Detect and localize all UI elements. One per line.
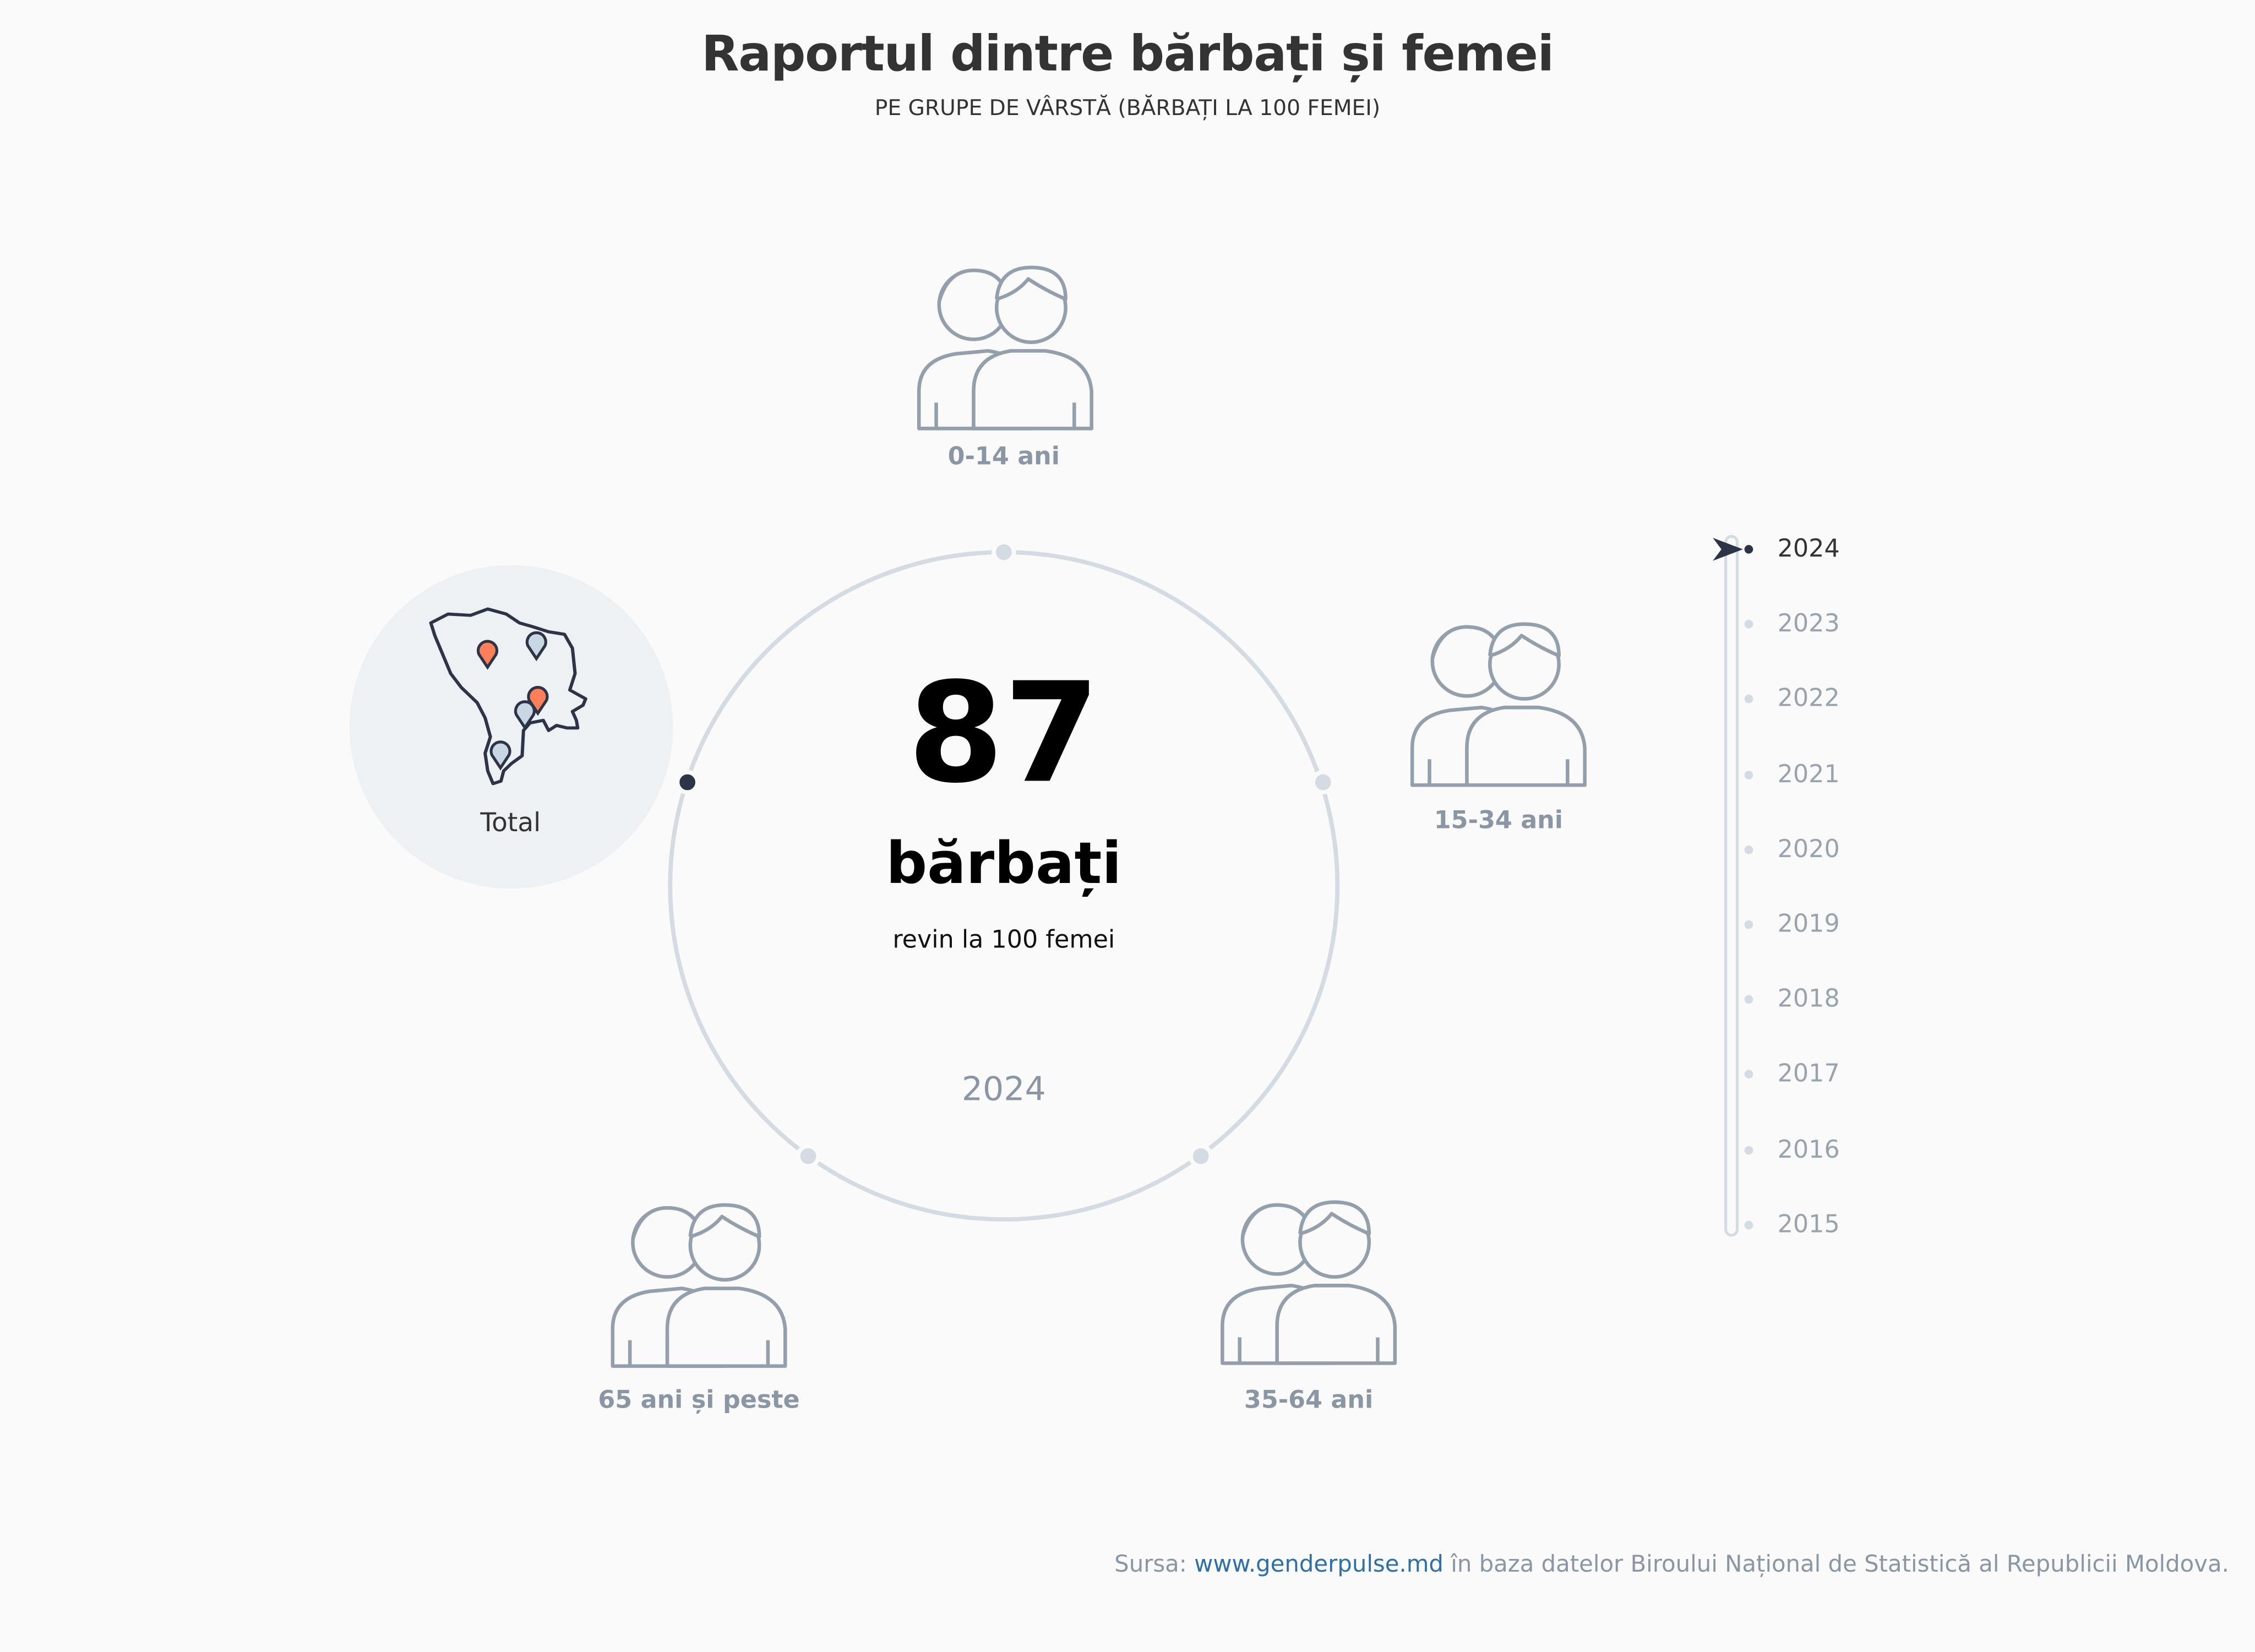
ring-dot-0-14[interactable] [992,539,1016,565]
group-15-34-label[interactable]: 15-34 ani [1434,806,1564,836]
year-dot [1744,1220,1753,1229]
ring-dot-35-64[interactable] [1188,1144,1213,1169]
source-link[interactable]: www.genderpulse.md [1194,1550,1444,1578]
year-option-2022[interactable]: 2022 [1744,685,1840,714]
year-dot [1744,545,1753,554]
year-dot [1744,620,1753,629]
year-dot [1744,1145,1753,1154]
year-label: 2024 [1777,535,1840,564]
ring-dot-total[interactable] [675,770,700,795]
ring-dot-65-plus[interactable] [796,1144,821,1169]
year-option-2016[interactable]: 2016 [1744,1135,1840,1164]
group-65-plus-button[interactable] [610,1196,791,1377]
year-option-2020[interactable]: 2020 [1744,835,1840,864]
year-option-2017[interactable]: 2017 [1744,1060,1840,1089]
year-label: 2017 [1777,1060,1840,1089]
source-footer: Sursa: www.genderpulse.md în baza datelo… [1114,1550,2229,1578]
group-35-64-button[interactable] [1219,1193,1401,1375]
children-icon [916,259,1094,431]
group-0-14-label[interactable]: 0-14 ani [947,443,1060,472]
page-title: Raportul dintre bărbați și femei [701,26,1554,84]
footer-suffix: în baza datelor Biroului Național de Sta… [1443,1550,2229,1578]
group-0-14-button[interactable] [916,259,1094,431]
ratio-description: revin la 100 femei [892,926,1115,955]
year-option-2023[interactable]: 2023 [1744,610,1840,639]
year-dot [1744,920,1753,929]
young-adults-icon [1409,615,1588,794]
elderly-icon [610,1196,791,1377]
year-label: 2022 [1777,685,1840,714]
adults-icon [1219,1193,1401,1375]
ratio-unit: bărbați [886,831,1122,898]
year-option-2019[interactable]: 2019 [1744,910,1840,939]
page-subtitle: PE GRUPE DE VÂRSTĂ (BĂRBAȚI LA 100 FEMEI… [874,95,1381,121]
year-label: 2020 [1777,835,1840,864]
group-65-plus-label[interactable]: 65 ani și peste [598,1386,800,1415]
year-dot [1744,1070,1753,1079]
year-option-2015[interactable]: 2015 [1744,1210,1840,1240]
group-15-34-button[interactable] [1409,615,1588,794]
year-label: 2021 [1777,760,1840,789]
year-option-2018[interactable]: 2018 [1744,985,1840,1015]
group-35-64-label[interactable]: 35-64 ani [1244,1386,1374,1415]
year-dot [1744,995,1753,1004]
ratio-year: 2024 [961,1071,1046,1109]
year-label: 2023 [1777,610,1840,639]
year-dot [1744,845,1753,854]
ring-dot-15-34[interactable] [1311,770,1336,795]
year-label: 2018 [1777,985,1840,1015]
year-dot [1744,695,1753,704]
group-total-label: Total [480,808,541,838]
moldova-map-icon [429,607,587,786]
year-dot [1744,770,1753,779]
year-option-2021[interactable]: 2021 [1744,760,1840,789]
year-label: 2016 [1777,1135,1840,1164]
year-label: 2019 [1777,910,1840,939]
year-label: 2015 [1777,1210,1840,1240]
ratio-value: 87 [907,652,1100,814]
footer-prefix: Sursa: [1114,1550,1195,1578]
year-pointer-arrow-icon[interactable] [1712,536,1746,562]
year-option-2024[interactable]: 2024 [1744,535,1840,564]
year-slider-track[interactable] [1724,535,1739,1237]
